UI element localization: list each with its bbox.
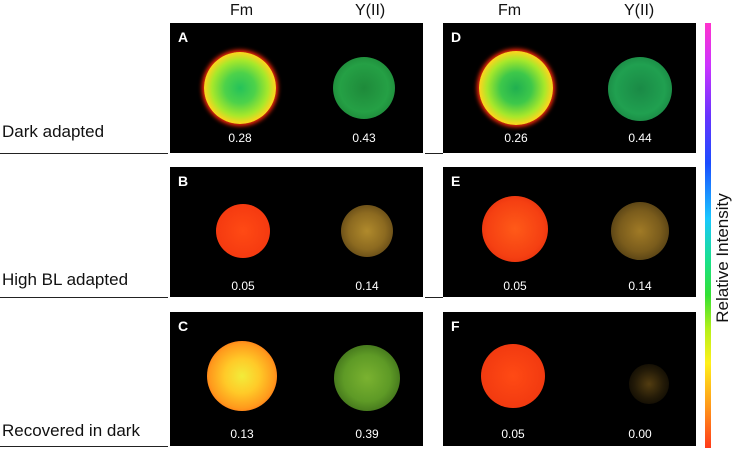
yii-fluorescence-spot [611, 202, 669, 260]
column-header-yii-left: Y(II) [355, 2, 386, 19]
panel-letter: D [451, 29, 462, 45]
panel-f: F 0.05 0.00 [443, 312, 696, 446]
panel-letter: E [451, 173, 461, 189]
panel-d: D 0.26 0.44 [443, 23, 696, 153]
fm-value: 0.05 [231, 279, 255, 293]
column-header-fm-left: Fm [230, 2, 254, 19]
row-label-high-bl-adapted: High BL adapted [2, 270, 129, 289]
fm-value: 0.13 [230, 427, 254, 441]
panel-letter: C [178, 318, 189, 334]
row-divider [425, 297, 443, 298]
yii-value: 0.43 [352, 131, 376, 145]
yii-value: 0.39 [355, 427, 379, 441]
yii-value: 0.14 [628, 279, 652, 293]
fm-fluorescence-spot [204, 52, 276, 124]
fm-value: 0.05 [503, 279, 527, 293]
row-divider [0, 446, 168, 447]
panel-b: B 0.05 0.14 [170, 167, 423, 297]
panel-e: E 0.05 0.14 [443, 167, 696, 297]
column-header-yii-right: Y(II) [624, 2, 655, 19]
yii-fluorescence-spot [333, 57, 395, 119]
yii-value: 0.14 [355, 279, 379, 293]
yii-value: 0.00 [628, 427, 652, 441]
panel-c: C 0.13 0.39 [170, 312, 423, 446]
row-divider [425, 153, 443, 154]
row-divider [0, 297, 168, 298]
color-scale-bar [705, 23, 711, 448]
panel-letter: B [178, 173, 189, 189]
fm-fluorescence-spot [481, 344, 545, 408]
row-label-dark-adapted: Dark adapted [2, 122, 105, 141]
row-divider [0, 153, 168, 154]
fm-fluorescence-spot [482, 196, 548, 262]
yii-fluorescence-spot [629, 364, 669, 404]
fm-value: 0.28 [228, 131, 252, 145]
fm-fluorescence-spot [216, 204, 270, 258]
fm-value: 0.05 [501, 427, 525, 441]
fm-fluorescence-spot [207, 341, 277, 411]
panel-a: A 0.28 0.43 [170, 23, 423, 153]
panel-letter: A [178, 29, 189, 45]
yii-fluorescence-spot [334, 345, 400, 411]
column-header-fm-right: Fm [498, 2, 522, 19]
yii-fluorescence-spot [608, 57, 672, 121]
panel-letter: F [451, 318, 460, 334]
yii-value: 0.44 [628, 131, 652, 145]
row-label-recovered-in-dark: Recovered in dark [2, 421, 140, 440]
yii-fluorescence-spot [341, 205, 393, 257]
fm-value: 0.26 [504, 131, 528, 145]
fm-fluorescence-spot [479, 51, 553, 125]
color-scale-label: Relative Intensity [713, 193, 732, 323]
